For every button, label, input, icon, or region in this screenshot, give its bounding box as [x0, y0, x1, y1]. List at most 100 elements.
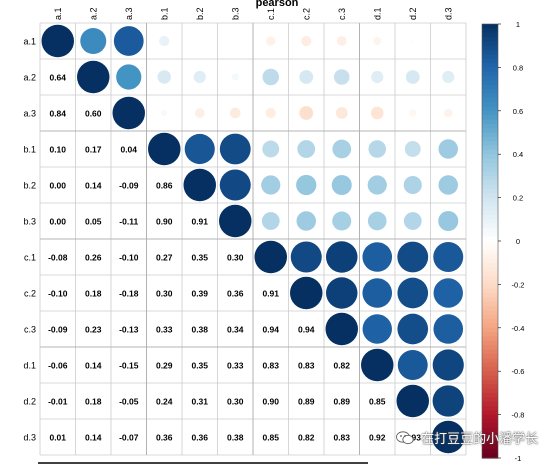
circle-a.2-b.3 [231, 73, 239, 81]
colorbar-tick-label: -0.6 [512, 367, 525, 376]
circle-b.2-c.2 [296, 174, 317, 196]
circle-c.2-c.3 [325, 277, 358, 309]
circle-b.1-d.3 [438, 139, 458, 159]
row-label-c.3: c.3 [24, 325, 36, 335]
value-d.1-c.1: 0.83 [262, 361, 279, 371]
circle-a.3-b.2 [194, 108, 205, 118]
colorbar-segment [482, 241, 498, 246]
colorbar-segment [482, 392, 498, 398]
circle-a.3-c.3 [335, 107, 348, 119]
value-c.2-a.3: -0.18 [119, 289, 139, 299]
value-d.1-a.2: 0.14 [85, 361, 102, 371]
colorbar-segment [482, 349, 498, 355]
circle-b.3-c.1 [261, 212, 280, 230]
circle-c.3-d.2 [397, 313, 429, 345]
circle-c.1-d.3 [433, 242, 464, 272]
circle-b.3-c.3 [332, 211, 352, 231]
circle-a.2-c.1 [262, 68, 280, 86]
colorbar-segment [482, 410, 498, 416]
colorbar-segment [482, 418, 498, 424]
value-b.2-a.2: 0.14 [85, 181, 102, 191]
colorbar-segment [482, 306, 498, 312]
colorbar-segment [482, 67, 498, 73]
colorbar-segment [482, 449, 498, 455]
row-label-d.3: d.3 [23, 433, 36, 443]
value-c.1-b.2: 0.35 [191, 253, 208, 263]
row-label-d.1: d.1 [23, 361, 36, 371]
colorbar-tick-label: 0 [516, 237, 520, 246]
value-b.2-b.1: 0.86 [156, 181, 173, 191]
circle-a.1-d.3 [446, 39, 450, 43]
value-c.2-b.3: 0.36 [227, 289, 244, 299]
col-label-c.1: c.1 [266, 8, 276, 20]
col-label-a.3: a.3 [124, 7, 134, 20]
colorbar-segment [482, 71, 498, 77]
colorbar-segment [482, 236, 498, 242]
colorbar-tick-label: -0.8 [512, 411, 525, 420]
circle-a.2-a.2 [77, 60, 110, 94]
circle-b.2-c.1 [261, 175, 281, 195]
row-label-a.1: a.1 [23, 37, 36, 47]
colorbar-segment [482, 323, 498, 329]
colorbar-segment [482, 245, 498, 251]
colorbar-segment [482, 284, 498, 290]
circle-b.2-c.3 [331, 174, 352, 196]
col-label-d.2: d.2 [408, 7, 418, 20]
col-label-d.1: d.1 [372, 7, 382, 20]
value-d.3-c.3: 0.83 [333, 433, 350, 443]
circle-b.3-d.1 [367, 211, 387, 231]
value-c.1-b.1: 0.27 [156, 253, 173, 263]
colorbar-segment [482, 45, 498, 51]
colorbar-segment [482, 37, 498, 42]
circle-b.2-d.3 [438, 175, 458, 195]
circle-a.2-c.2 [299, 70, 314, 84]
colorbar-segment [482, 405, 498, 411]
row-label-a.2: a.2 [23, 73, 36, 83]
value-d.2-b.2: 0.31 [191, 397, 208, 407]
value-d.2-c.1: 0.90 [262, 397, 279, 407]
value-d.3-c.1: 0.85 [262, 433, 279, 443]
value-b.3-a.2: 0.05 [85, 217, 102, 227]
value-d.2-c.2: 0.89 [298, 397, 315, 407]
circle-d.2-d.3 [432, 385, 464, 417]
colorbar-segment [482, 84, 498, 90]
colorbar-segment [482, 262, 498, 268]
circle-a.1-d.2 [411, 39, 415, 43]
value-d.1-b.1: 0.29 [156, 361, 173, 371]
colorbar-segment [482, 145, 498, 151]
colorbar-segment [482, 28, 498, 34]
colorbar-segment [482, 375, 498, 381]
row-label-b.2: b.2 [23, 181, 36, 191]
colorbar-segment [482, 162, 498, 168]
value-d.2-b.1: 0.24 [156, 397, 173, 407]
colorbar-segment [482, 97, 498, 103]
circle-c.2-d.3 [433, 278, 463, 308]
circle-a.3-c.1 [265, 107, 276, 119]
circle-b.1-b.2 [184, 133, 215, 165]
colorbar-segment [482, 319, 498, 325]
circle-a.3-d.3 [443, 108, 453, 118]
value-b.3-a.3: -0.11 [119, 217, 138, 227]
col-label-d.3: d.3 [443, 7, 453, 20]
value-d.1-b.2: 0.35 [191, 361, 208, 371]
value-c.2-a.1: -0.10 [48, 289, 68, 299]
value-c.2-b.2: 0.39 [191, 289, 208, 299]
colorbar-segment [482, 336, 498, 342]
circle-a.1-a.3 [113, 26, 144, 56]
circle-b.2-b.3 [219, 169, 251, 201]
colorbar-segment [482, 141, 498, 147]
circle-b.1-b.3 [219, 133, 251, 165]
colorbar-segment [482, 453, 498, 459]
colorbar-segment [482, 219, 498, 225]
value-c.3-c.1: 0.94 [262, 325, 279, 335]
col-label-b.3: b.3 [230, 7, 240, 20]
circle-d.3-d.3 [432, 420, 465, 454]
circle-c.1-d.2 [397, 241, 429, 273]
col-label-b.2: b.2 [195, 7, 205, 20]
colorbar-segment [482, 271, 498, 277]
circle-c.1-d.1 [362, 242, 393, 272]
circle-b.3-b.3 [219, 204, 252, 238]
value-c.3-a.1: -0.09 [48, 325, 68, 335]
value-a.2-a.1: 0.64 [49, 73, 66, 83]
colorbar-segment [482, 249, 498, 255]
